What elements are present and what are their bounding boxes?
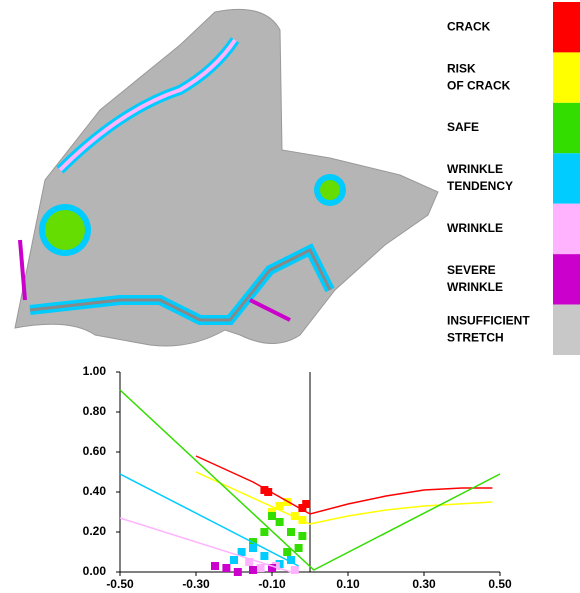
data-point — [302, 500, 310, 508]
legend-swatch — [553, 204, 580, 254]
legend-label: RISK — [447, 61, 476, 75]
data-point — [268, 512, 276, 520]
legend-swatch — [553, 254, 580, 304]
data-point — [230, 556, 238, 564]
data-point — [291, 566, 299, 574]
data-point — [222, 564, 230, 572]
legend-label: STRETCH — [447, 330, 504, 344]
legend-swatch — [553, 2, 580, 52]
legend-label: WRINKLE — [447, 280, 503, 294]
legend-label: SAFE — [447, 120, 479, 134]
x-tick-label: 0.10 — [336, 577, 360, 591]
data-point — [257, 564, 265, 572]
limit-curve — [196, 472, 492, 524]
x-tick-label: -0.10 — [258, 577, 286, 591]
part-body — [15, 9, 438, 346]
y-tick-label: 0.60 — [83, 444, 107, 458]
x-tick-label: 0.50 — [488, 577, 512, 591]
legend-label: WRINKLE — [447, 162, 503, 176]
figure: CRACK RISK OF CRACK SAFE WRINKLE TENDENCY WRIN… — [0, 0, 580, 593]
part-boss — [320, 180, 340, 200]
part-render — [15, 9, 438, 346]
legend-label: SEVERE — [447, 263, 496, 277]
page: {"chart_data": { "type": "line", "legend… — [0, 0, 580, 593]
data-point — [298, 532, 306, 540]
legend-swatch — [553, 305, 580, 355]
y-tick-label: 1.00 — [83, 364, 107, 378]
y-tick-label: 0.40 — [83, 484, 107, 498]
legend: CRACK RISK OF CRACK SAFE WRINKLE TENDENCY WRIN… — [447, 2, 580, 355]
legend-label: CRACK — [447, 19, 491, 33]
limit-curve — [120, 518, 291, 572]
data-point — [283, 548, 291, 556]
data-point — [295, 544, 303, 552]
x-tick-label: 0.30 — [412, 577, 436, 591]
legend-swatch — [553, 103, 580, 153]
legend-label: INSUFFICIENT — [447, 313, 530, 327]
y-tick-label: 0.80 — [83, 404, 107, 418]
data-point — [260, 552, 268, 560]
data-point — [287, 528, 295, 536]
legend-label: WRINKLE — [447, 221, 503, 235]
data-point — [260, 528, 268, 536]
data-point — [249, 566, 257, 574]
x-tick-label: -0.30 — [182, 577, 210, 591]
legend-swatch — [553, 52, 580, 102]
x-tick-label: -0.50 — [106, 577, 134, 591]
legend-label: OF CRACK — [447, 78, 511, 92]
plot: 0.00 0.20 0.40 0.60 0.80 1.00 -0.50 -0.30 -0.10 0… — [83, 364, 512, 591]
data-point — [211, 562, 219, 570]
part-boss — [45, 210, 85, 250]
data-point — [249, 544, 257, 552]
legend-label: TENDENCY — [447, 179, 513, 193]
y-tick-label: 0.00 — [83, 564, 107, 578]
data-point — [234, 568, 242, 576]
data-point — [276, 518, 284, 526]
legend-swatch — [553, 153, 580, 203]
y-tick-label: 0.20 — [83, 524, 107, 538]
